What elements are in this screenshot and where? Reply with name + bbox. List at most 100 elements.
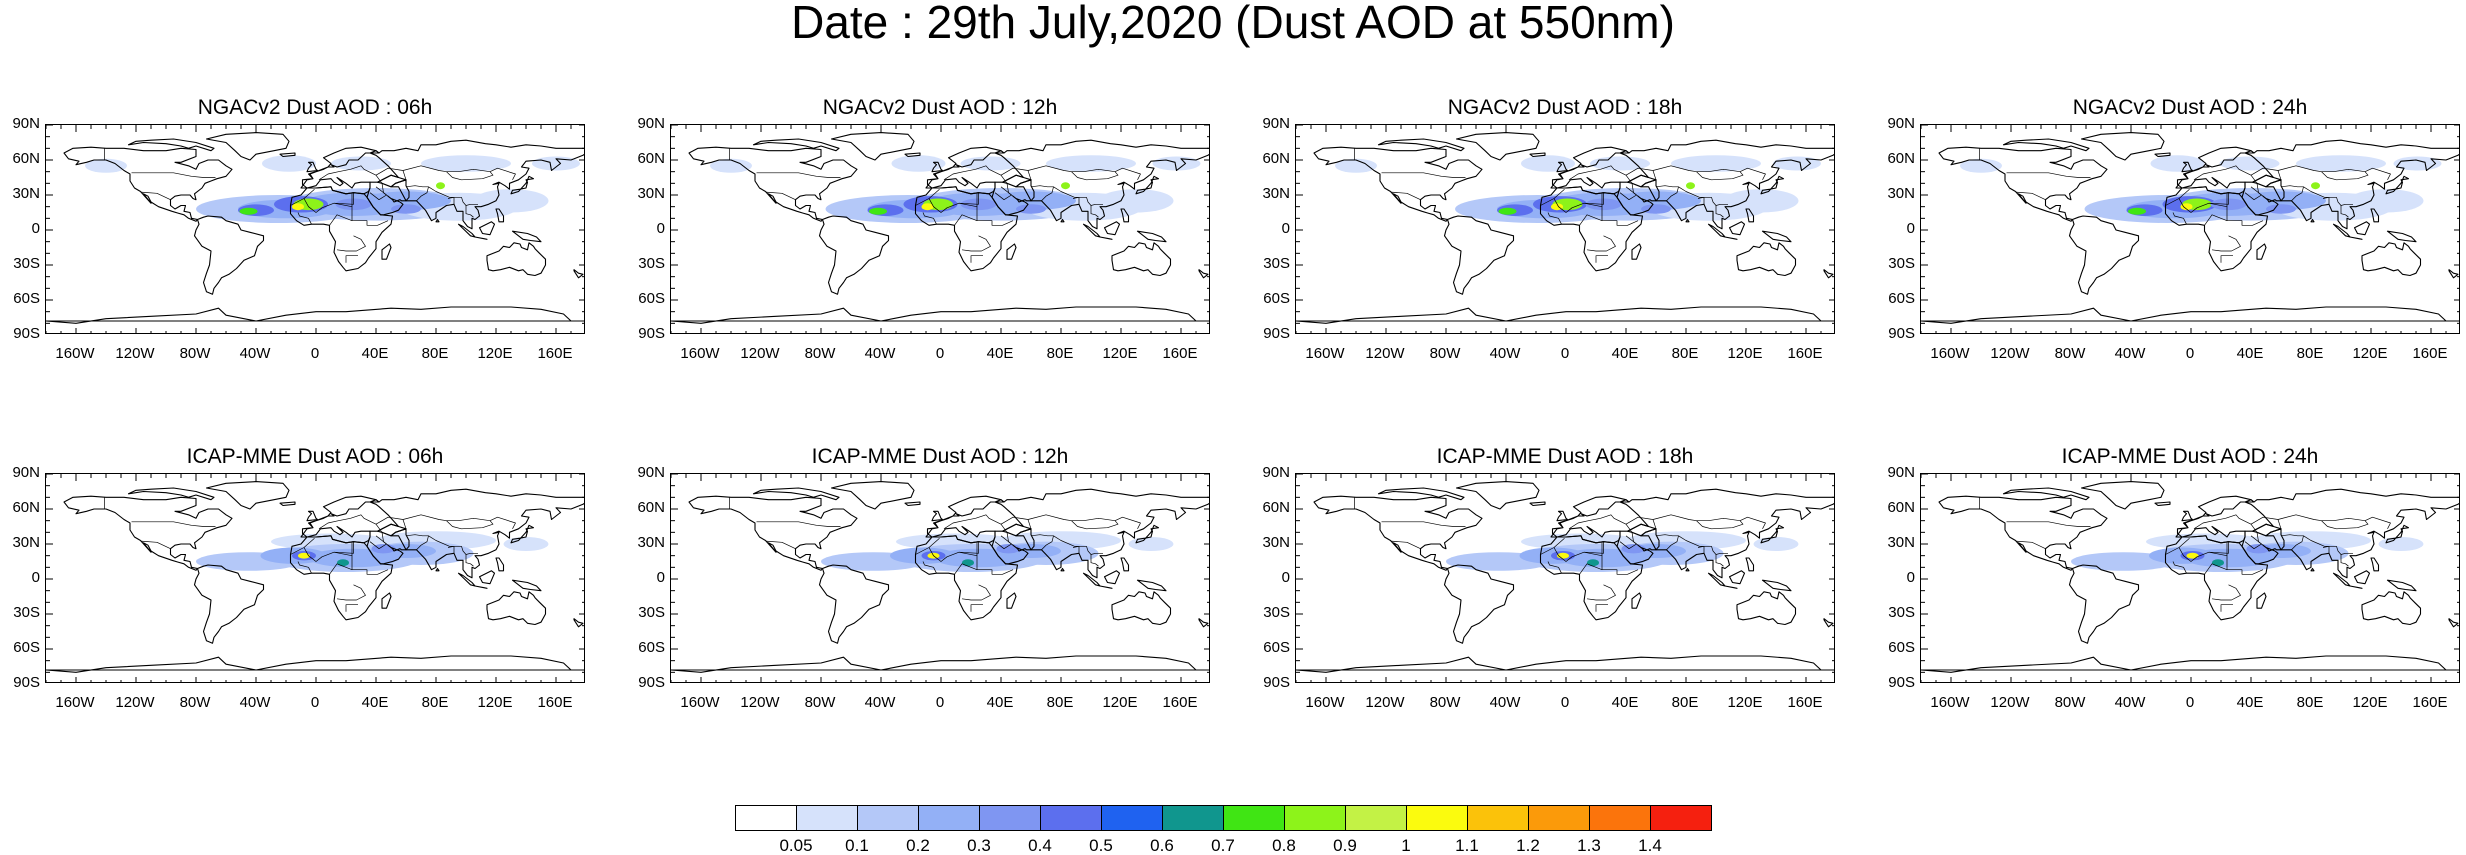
- map-panel: ICAP-MME Dust AOD : 06h 90N 60N 30N 0 30S 60S 9…: [12, 445, 585, 711]
- longitude-tick-label: 0: [935, 694, 945, 711]
- colorbar-tick-label: 0.5: [1089, 836, 1113, 855]
- longitude-tick-label: 80E: [421, 694, 449, 711]
- longitude-tick-label: 40E: [2236, 345, 2264, 362]
- longitude-tick-label: 40W: [1489, 345, 1521, 362]
- latitude-tick-label: 90N: [12, 115, 40, 132]
- longitude-tick-label: 120E: [477, 345, 513, 362]
- latitude-tick-label: 30N: [1262, 185, 1290, 202]
- colorbar-swatch: [735, 805, 797, 831]
- longitude-tick-label: 120E: [1102, 345, 1138, 362]
- longitude-tick-label: 160E: [1787, 345, 1823, 362]
- latitude-tick-label: 0: [1281, 569, 1290, 586]
- longitude-tick-label: 120W: [740, 694, 780, 711]
- longitude-tick-label: 160W: [680, 694, 720, 711]
- latitude-tick-label: 60N: [1262, 150, 1290, 167]
- colorbar-swatch: [979, 805, 1041, 831]
- map-panel: ICAP-MME Dust AOD : 24h 90N 60N 30N 0 30S 60S 9…: [1887, 445, 2460, 711]
- latitude-tick-label: 90N: [1887, 115, 1915, 132]
- map-plot-area: [1295, 473, 1835, 683]
- longitude-tick-label: 160E: [1162, 345, 1198, 362]
- longitude-tick-label: 160W: [1930, 694, 1970, 711]
- latitude-tick-label: 60N: [12, 150, 40, 167]
- colorbar-tick-label: 1: [1401, 836, 1411, 855]
- latitude-tick-label: 90N: [637, 115, 665, 132]
- longitude-tick-label: 160E: [1162, 694, 1198, 711]
- latitude-tick-label: 30S: [13, 604, 40, 621]
- longitude-tick-label: 40W: [239, 345, 271, 362]
- figure-title: Date : 29th July,2020 (Dust AOD at 550nm…: [791, 0, 1675, 48]
- colorbar-swatch: [1528, 805, 1590, 831]
- colorbar-tick-label: 0.9: [1333, 836, 1357, 855]
- colorbar-swatch: [1223, 805, 1285, 831]
- latitude-tick-label: 90N: [1887, 464, 1915, 481]
- map-plot-area: [670, 473, 1210, 683]
- latitude-tick-label: 60N: [637, 499, 665, 516]
- latitude-tick-label: 30N: [1262, 534, 1290, 551]
- map-plot-area: [45, 473, 585, 683]
- latitude-tick-label: 30S: [1263, 604, 1290, 621]
- latitude-tick-label: 0: [656, 569, 665, 586]
- map-panel: NGACv2 Dust AOD : 18h 90N 60N 30N 0 30S 60S 90S…: [1262, 96, 1835, 362]
- colorbar-swatch: [796, 805, 858, 831]
- latitude-tick-label: 60S: [1263, 639, 1290, 656]
- latitude-tick-label: 90N: [1262, 464, 1290, 481]
- longitude-tick-label: 120E: [2352, 694, 2388, 711]
- longitude-tick-label: 40E: [1611, 345, 1639, 362]
- latitude-tick-label: 60N: [1262, 499, 1290, 516]
- dust-aod-map: [1921, 474, 2459, 682]
- dust-aod-map: [1921, 125, 2459, 333]
- longitude-tick-label: 80E: [421, 345, 449, 362]
- longitude-tick-label: 40W: [864, 345, 896, 362]
- latitude-tick-label: 90S: [1888, 674, 1915, 691]
- latitude-tick-label: 30S: [638, 255, 665, 272]
- latitude-tick-label: 30N: [1887, 185, 1915, 202]
- longitude-tick-label: 160W: [55, 694, 95, 711]
- latitude-tick-label: 30N: [12, 185, 40, 202]
- latitude-tick-label: 30S: [1888, 255, 1915, 272]
- latitude-tick-label: 30S: [1888, 604, 1915, 621]
- latitude-tick-label: 30N: [637, 185, 665, 202]
- panel-title: NGACv2 Dust AOD : 18h: [1447, 96, 1683, 119]
- latitude-tick-label: 90N: [637, 464, 665, 481]
- latitude-tick-label: 30S: [13, 255, 40, 272]
- longitude-tick-label: 0: [2185, 694, 2195, 711]
- longitude-tick-label: 80W: [804, 694, 836, 711]
- latitude-tick-label: 0: [31, 569, 40, 586]
- longitude-tick-label: 80W: [179, 694, 211, 711]
- colorbar: [735, 805, 1712, 831]
- longitude-tick-label: 0: [310, 694, 320, 711]
- latitude-tick-label: 30S: [638, 604, 665, 621]
- longitude-tick-label: 80W: [1429, 694, 1461, 711]
- map-plot-area: [1920, 473, 2460, 683]
- longitude-tick-label: 120W: [115, 345, 155, 362]
- latitude-tick-label: 30N: [1887, 534, 1915, 551]
- longitude-tick-label: 120E: [2352, 345, 2388, 362]
- dust-aod-map: [46, 125, 584, 333]
- longitude-tick-label: 40E: [986, 345, 1014, 362]
- longitude-tick-label: 160E: [537, 694, 573, 711]
- longitude-tick-label: 120W: [1365, 345, 1405, 362]
- longitude-tick-label: 120W: [115, 694, 155, 711]
- map-panel: ICAP-MME Dust AOD : 18h 90N 60N 30N 0 30S 60S 9…: [1262, 445, 1835, 711]
- longitude-tick-label: 160W: [680, 345, 720, 362]
- latitude-tick-label: 60S: [638, 639, 665, 656]
- longitude-tick-label: 40E: [986, 694, 1014, 711]
- longitude-tick-label: 80E: [2296, 694, 2324, 711]
- longitude-tick-label: 0: [1560, 345, 1570, 362]
- latitude-tick-label: 60S: [1888, 290, 1915, 307]
- longitude-tick-label: 80E: [2296, 345, 2324, 362]
- longitude-tick-label: 0: [935, 345, 945, 362]
- latitude-tick-label: 60S: [13, 639, 40, 656]
- longitude-tick-label: 80E: [1671, 345, 1699, 362]
- dust-aod-map: [1296, 125, 1834, 333]
- longitude-tick-label: 120W: [740, 345, 780, 362]
- latitude-tick-label: 60N: [637, 150, 665, 167]
- latitude-tick-label: 0: [1281, 220, 1290, 237]
- longitude-tick-label: 120E: [1727, 694, 1763, 711]
- panel-title: ICAP-MME Dust AOD : 24h: [2061, 445, 2319, 468]
- map-plot-area: [670, 124, 1210, 334]
- latitude-tick-label: 60S: [1888, 639, 1915, 656]
- longitude-tick-label: 160E: [2412, 345, 2448, 362]
- longitude-tick-label: 160E: [1787, 694, 1823, 711]
- longitude-tick-label: 80W: [2054, 694, 2086, 711]
